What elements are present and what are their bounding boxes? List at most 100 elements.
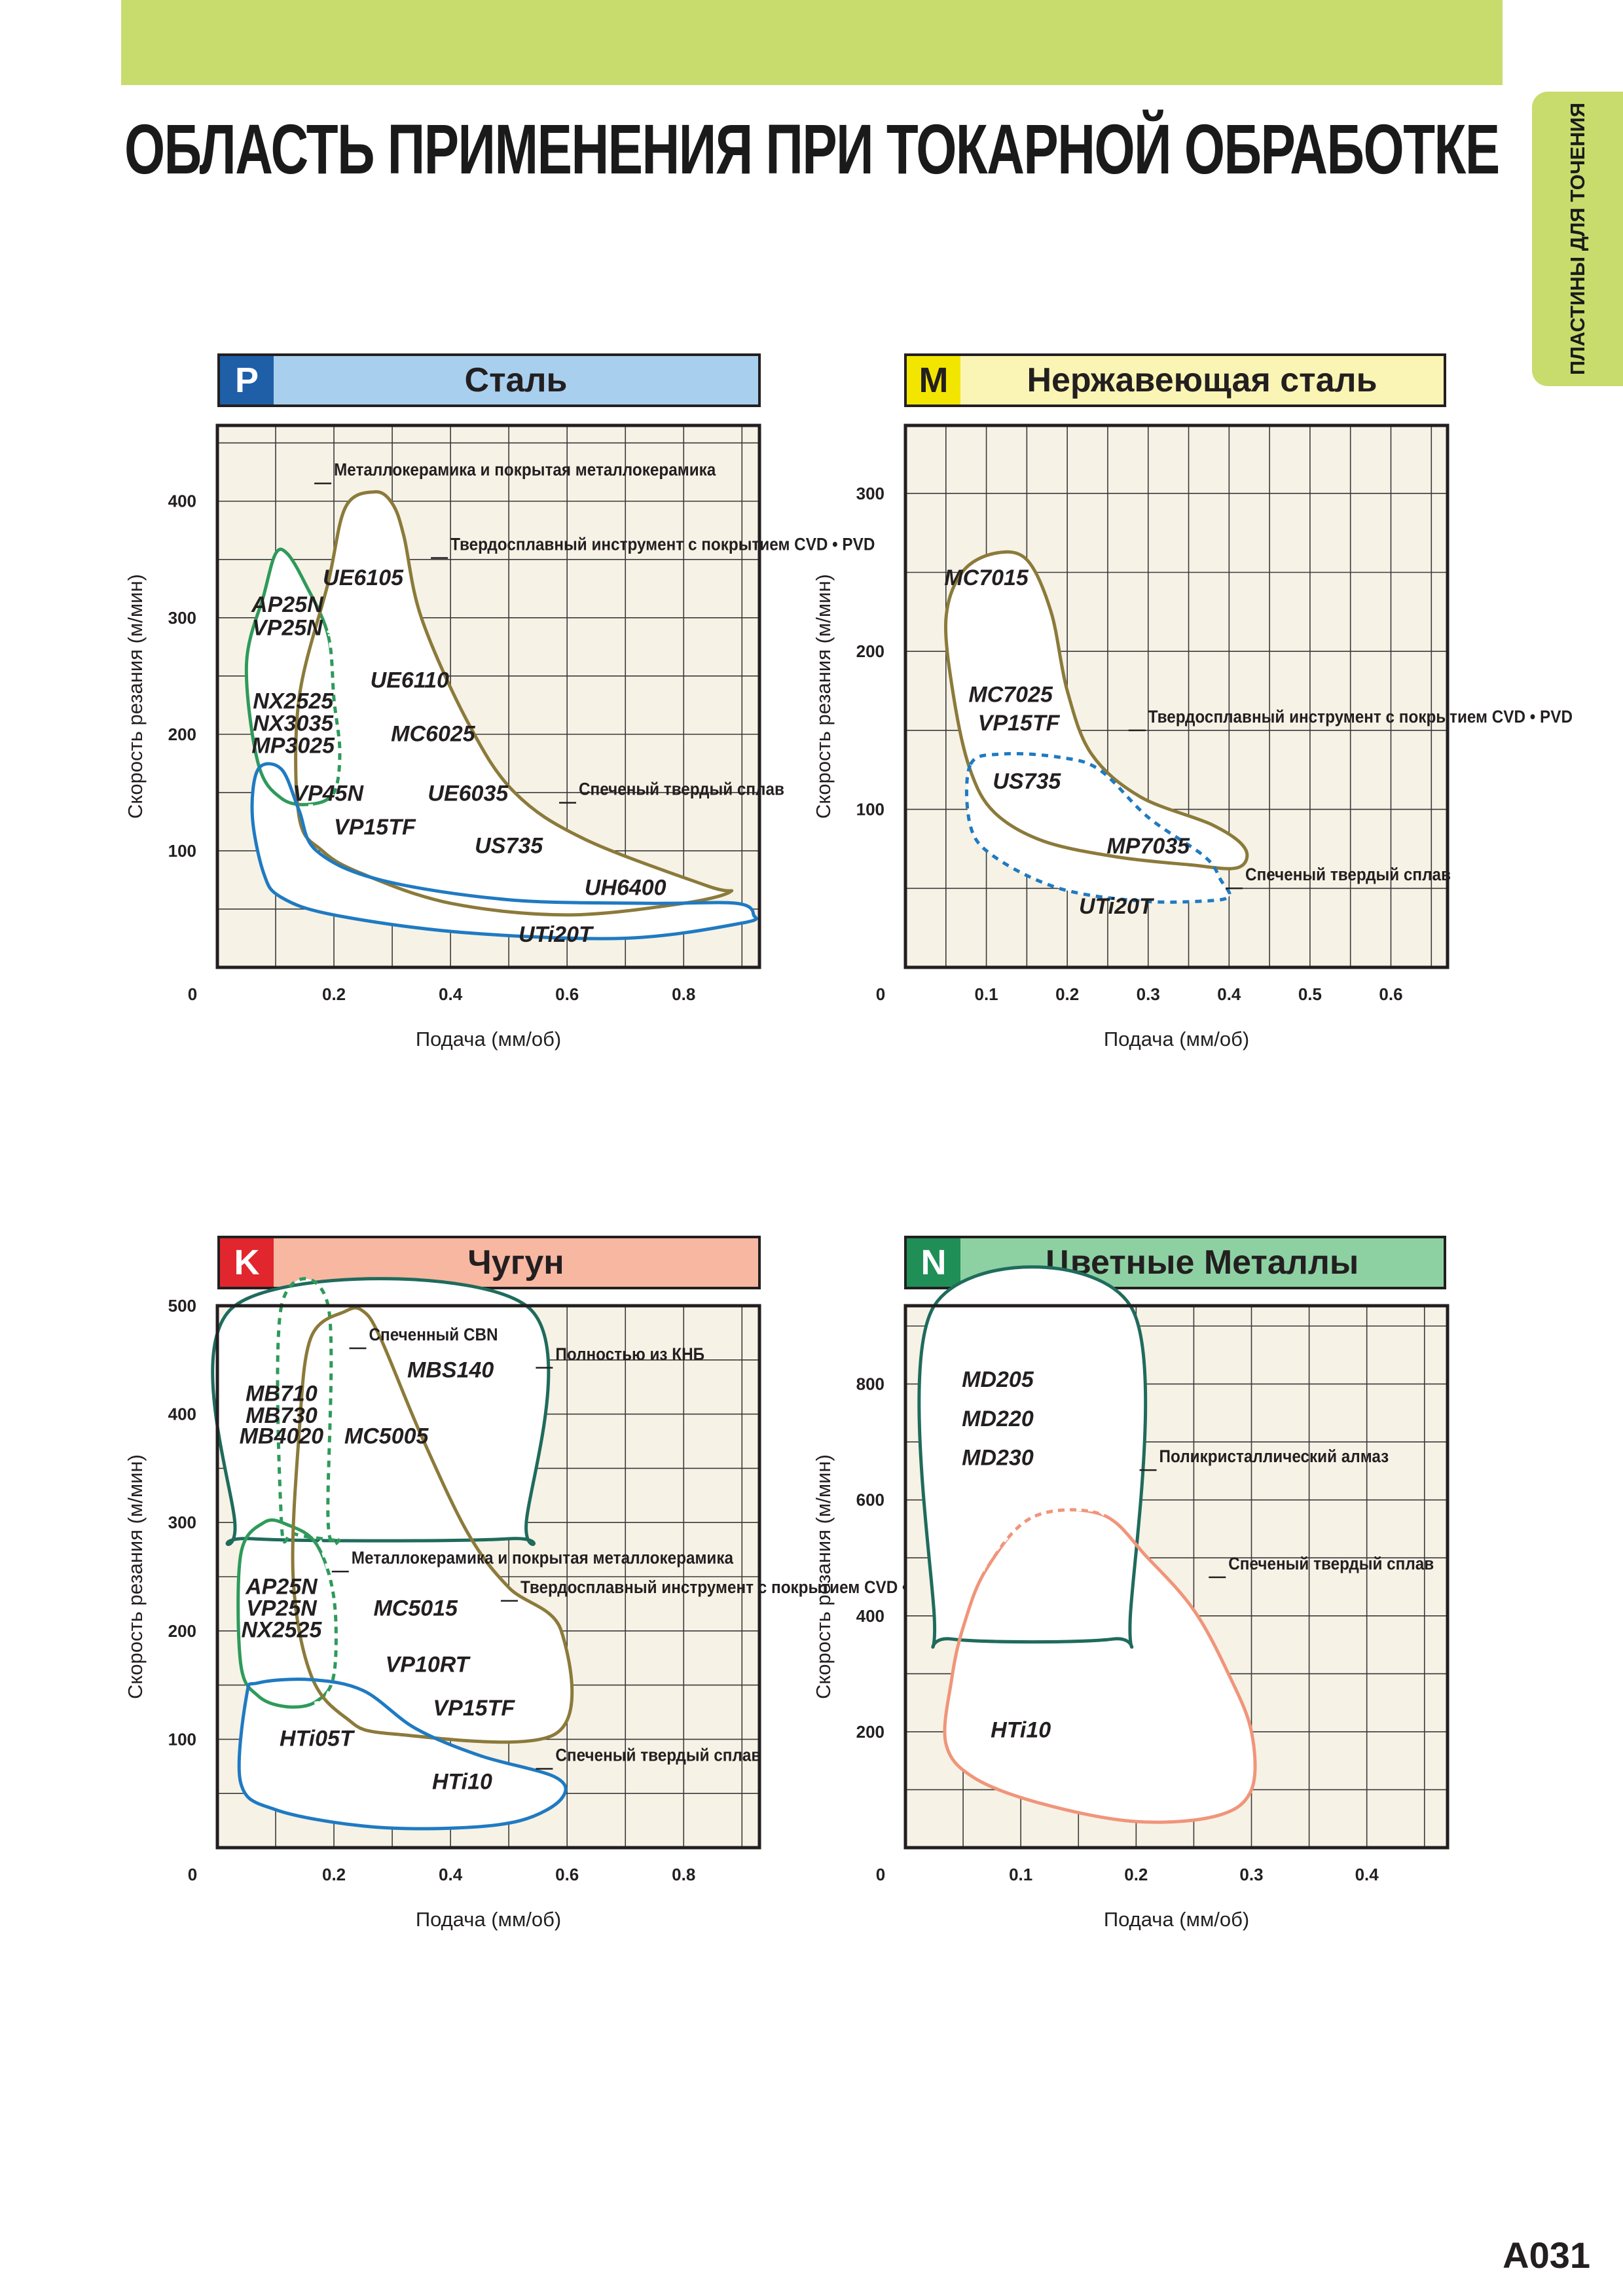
grade-label: UTi20T bbox=[1079, 894, 1155, 919]
plot-frame bbox=[215, 423, 761, 969]
y-tick-label: 100 bbox=[168, 1729, 196, 1749]
grade-label: VP25N bbox=[246, 1596, 318, 1621]
y-axis-label: Скорость резания (м/мин) bbox=[124, 1454, 147, 1699]
grade-label: UE6105 bbox=[323, 565, 404, 590]
region-fill-спеченый-твердый-сплав bbox=[252, 763, 757, 939]
x-tick-label: 0.2 bbox=[322, 984, 346, 1004]
y-tick-label: 100 bbox=[856, 800, 884, 819]
page-number: A031 bbox=[1503, 2234, 1590, 2276]
region-annotation: Твердосплавный инструмент с покрытием CV… bbox=[450, 535, 875, 554]
chart-steel: 0 0.2 0.4 0.6 0.8 100 200 300 400 Подача (мм/об) С… bbox=[124, 423, 875, 1050]
region-dash-overlay bbox=[308, 630, 342, 817]
y-tick-label: 300 bbox=[856, 484, 884, 503]
x-tick-label: 0.2 bbox=[322, 1865, 346, 1884]
panel-header-stainless: M Нержавеющая сталь bbox=[904, 353, 1446, 407]
region-fill-спеченый-твердый-сплав bbox=[966, 753, 1230, 903]
x-tick-label: 0.1 bbox=[975, 984, 998, 1004]
top-accent-bar bbox=[121, 0, 1503, 85]
grade-label: HTi10 bbox=[991, 1718, 1051, 1743]
y-axis-label: Скорость резания (м/мин) bbox=[124, 574, 147, 819]
x-axis-label: Подача (мм/об) bbox=[1104, 1908, 1249, 1931]
plot-frame bbox=[903, 1304, 1450, 1850]
grade-label: MP3025 bbox=[251, 733, 335, 758]
x-tick-label: 0.6 bbox=[555, 1865, 579, 1884]
x-tick-label: 0 bbox=[876, 984, 885, 1004]
panel-code-p: P bbox=[220, 356, 274, 404]
region-annotation: Спеченый твердый сплав bbox=[1245, 865, 1451, 884]
y-tick-label: 300 bbox=[168, 1513, 196, 1532]
x-axis-label: Подача (мм/об) bbox=[1104, 1028, 1249, 1050]
panel-code-n: N bbox=[907, 1238, 960, 1287]
panel-header-cast-iron: K Чугун bbox=[217, 1236, 761, 1289]
x-tick-label: 0.4 bbox=[1217, 984, 1241, 1004]
section-side-tab[interactable]: ПЛАСТИНЫ ДЛЯ ТОЧЕНИЯ bbox=[1532, 92, 1623, 386]
grade-label: MD230 bbox=[962, 1446, 1034, 1471]
grade-label: VP45N bbox=[293, 781, 364, 806]
grade-label: MC5015 bbox=[373, 1596, 458, 1621]
grade-label: MB4020 bbox=[240, 1424, 324, 1448]
region-fill-спеченый-твердый-сплав bbox=[944, 1509, 1256, 1823]
region-annotation: Металлокерамика и покрытая металлокерами… bbox=[334, 460, 716, 479]
y-tick-label: 200 bbox=[856, 641, 884, 661]
region-annotation: Спеченый твердый сплав bbox=[555, 1746, 761, 1765]
grade-label: MB730 bbox=[246, 1403, 318, 1428]
panel-header-steel: P Сталь bbox=[217, 353, 761, 407]
x-tick-label: 0.6 bbox=[555, 984, 579, 1004]
x-tick-label: 0.2 bbox=[1055, 984, 1079, 1004]
region-outline-твердосплавный-инструмент-с-покрытием-cvd-pvd bbox=[291, 1306, 574, 1744]
y-tick-label: 200 bbox=[856, 1722, 884, 1742]
region-outline-твердосплавный-инструмент-с-покрытием-cvd-pvd bbox=[943, 550, 1249, 870]
plot-frame bbox=[215, 1304, 761, 1850]
chart-stainless: 0 0.1 0.2 0.3 0.4 0.5 0.6 100 200 300 Подача (мм/о… bbox=[812, 423, 1573, 1050]
application-regions bbox=[943, 550, 1249, 904]
region-outline-спеченный-cbn bbox=[276, 1277, 342, 1547]
y-tick-label: 100 bbox=[168, 841, 196, 861]
grade-label: MD205 bbox=[962, 1367, 1034, 1392]
x-tick-label: 0.1 bbox=[1009, 1865, 1032, 1884]
grade-label: UH6400 bbox=[585, 876, 666, 901]
y-tick-label: 200 bbox=[168, 1621, 196, 1641]
grade-label: UE6035 bbox=[428, 781, 509, 806]
x-tick-label: 0.3 bbox=[1239, 1865, 1263, 1884]
grade-label: MC6025 bbox=[391, 722, 476, 747]
y-axis-label: Скорость резания (м/мин) bbox=[812, 574, 835, 819]
region-outline-поликристаллический-алмаз bbox=[917, 1265, 1148, 1649]
region-outline-спеченый-твердый-сплав bbox=[964, 751, 1231, 904]
grade-label: VP15TF bbox=[978, 711, 1061, 736]
x-tick-label: 0 bbox=[876, 1865, 885, 1884]
grade-label: VP10RT bbox=[386, 1653, 471, 1677]
grade-label: AP25N bbox=[245, 1574, 318, 1599]
panel-code-m: M bbox=[907, 356, 960, 404]
region-dash-overlay bbox=[314, 1538, 338, 1711]
y-tick-label: 400 bbox=[168, 492, 196, 511]
region-fill-твердосплавный-инструмент-с-покрытием-cvd-pvd bbox=[295, 492, 732, 915]
grade-label: HTi10 bbox=[432, 1770, 492, 1795]
grade-label: HTi05T bbox=[280, 1726, 356, 1751]
x-tick-label: 0.4 bbox=[439, 1865, 463, 1884]
region-outline-спеченый-твердый-сплав bbox=[237, 1677, 568, 1831]
grade-label: MC7015 bbox=[944, 565, 1029, 590]
x-tick-label: 0 bbox=[188, 984, 197, 1004]
x-tick-label: 0.4 bbox=[439, 984, 463, 1004]
chart-nonferrous: 0 0.1 0.2 0.3 0.4 200 400 600 800 Подача (мм/об) С… bbox=[812, 1265, 1450, 1931]
region-dash-overlay bbox=[981, 1507, 1104, 1572]
region-annotation: Спеченный CBN bbox=[369, 1325, 498, 1344]
application-regions bbox=[917, 1265, 1257, 1824]
y-tick-label: 400 bbox=[856, 1606, 884, 1626]
y-tick-label: 300 bbox=[168, 608, 196, 628]
y-tick-label: 400 bbox=[168, 1405, 196, 1424]
grade-label: UE6110 bbox=[371, 668, 449, 693]
y-tick-label: 500 bbox=[168, 1296, 196, 1316]
panel-title-steel: Сталь bbox=[274, 356, 758, 404]
grade-label: AP25N bbox=[251, 592, 324, 617]
x-tick-label: 0.8 bbox=[672, 1865, 695, 1884]
region-outline-металлокерамика-и-покрытая-металлокерамика bbox=[244, 547, 342, 806]
panel-title-nonferrous: Цветные Металлы bbox=[960, 1238, 1444, 1287]
plot-frame bbox=[903, 423, 1450, 969]
x-tick-label: 0.2 bbox=[1124, 1865, 1148, 1884]
panel-title-stainless: Нержавеющая сталь bbox=[960, 356, 1444, 404]
x-axis-label: Подача (мм/об) bbox=[416, 1028, 561, 1050]
application-regions bbox=[244, 490, 758, 941]
grade-label: MP7035 bbox=[1106, 834, 1190, 859]
grade-label: VP15TF bbox=[334, 815, 416, 840]
